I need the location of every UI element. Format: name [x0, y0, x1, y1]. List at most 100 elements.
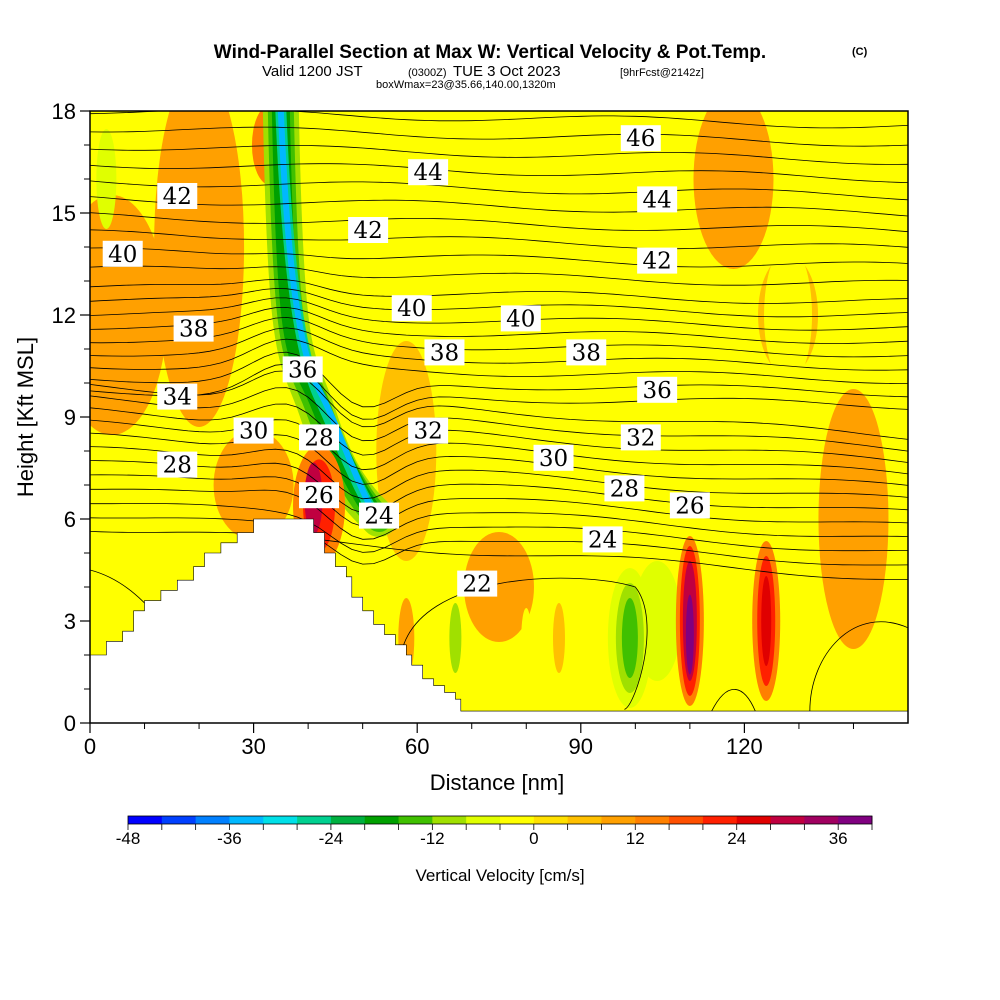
colorbar-swatch [838, 816, 873, 824]
contour-label-box [637, 376, 678, 403]
contour-label-text: 40 [397, 296, 426, 322]
contour-label: 40 [391, 295, 432, 322]
y-tick-label: 15 [52, 201, 76, 226]
isentrope-line [90, 338, 908, 385]
isentrope-line [90, 474, 908, 527]
isentrope-line [90, 247, 908, 268]
contour-label: 24 [359, 502, 400, 530]
contour-label: 30 [233, 417, 274, 445]
contour-label-text: 26 [675, 493, 704, 519]
isentrope-line [90, 517, 908, 566]
contour-label-box [424, 339, 465, 366]
contour-label-box [533, 444, 574, 471]
colorbar-swatch [229, 816, 264, 824]
contour-label-text: 36 [643, 378, 672, 404]
contour-label-text: 24 [588, 527, 617, 553]
contour-label-text: 30 [539, 446, 568, 472]
chart-title: Wind-Parallel Section at Max W: Vertical… [214, 42, 766, 63]
contour-label-text: 42 [163, 184, 192, 210]
cool-patch [96, 129, 117, 229]
colorbar-tick-label: -48 [116, 829, 141, 848]
y-tick-label: 3 [64, 609, 76, 634]
contour-label: 38 [566, 339, 607, 366]
contour-label: 22 [457, 570, 498, 598]
contour-label-box [457, 570, 498, 597]
cool-patch [894, 337, 908, 497]
colorbar-swatch [432, 816, 467, 824]
contour-label: 28 [604, 475, 645, 502]
isentrope-line [90, 278, 908, 304]
contour-label-box [299, 424, 340, 451]
isentrope-line [90, 363, 908, 420]
isentrope-line [90, 265, 908, 286]
contour-label-box [408, 417, 449, 444]
x-tick-label: 30 [241, 734, 265, 759]
contour-label-text: 32 [413, 419, 442, 445]
y-tick-label: 9 [64, 405, 76, 430]
column-core [761, 576, 772, 666]
colorbar-tick-label: 36 [829, 829, 848, 848]
column-core [552, 603, 565, 673]
contour-label: 42 [157, 183, 198, 210]
warm-band [464, 532, 534, 642]
y-tick-label: 6 [64, 507, 76, 532]
colorbar-swatch [635, 816, 670, 824]
colorbar-swatch [364, 816, 400, 824]
contour-label-text: 22 [463, 572, 492, 598]
contour-label-box [604, 475, 645, 502]
x-tick-label: 120 [726, 734, 763, 759]
contour-label-box [233, 417, 274, 444]
contour-label-text: 28 [304, 425, 333, 451]
colorbar-swatch [736, 816, 772, 824]
contour-label-text: 34 [163, 385, 192, 411]
contour-label: 32 [408, 417, 449, 445]
isentrope-line [90, 403, 908, 463]
contour-label-box [620, 424, 661, 451]
contour-label-box [637, 247, 678, 274]
contour-label-text: 42 [643, 249, 672, 275]
contour-label-box [500, 305, 541, 332]
contour-label-text: 32 [626, 425, 655, 451]
isentrope-line [90, 126, 908, 147]
cool-patch [92, 489, 121, 549]
updraft-patch [213, 430, 294, 540]
isentrope-line [90, 351, 908, 408]
colorbar-swatch [128, 816, 163, 824]
isentrope-line [90, 212, 908, 233]
contour-label: 42 [637, 247, 678, 275]
contour-label-box [408, 159, 449, 186]
contour-label: 36 [637, 376, 678, 404]
colorbar-swatch [398, 816, 433, 824]
valid-date: TUE 3 Oct 2023 [453, 63, 561, 80]
contour-label-text: 28 [610, 476, 639, 502]
updraft-patch [208, 213, 233, 281]
contour-label-text: 44 [643, 187, 672, 213]
contour-label: 44 [408, 159, 449, 186]
contour-label-text: 24 [364, 504, 393, 530]
cool-patch [764, 245, 813, 385]
colorbar-tick-label: 0 [529, 829, 538, 848]
contour-label: 30 [533, 444, 574, 472]
contour-label-text: 30 [239, 419, 268, 445]
isentrope-line [90, 419, 908, 475]
colorbar-tick-label: 12 [626, 829, 645, 848]
isentrope-line [90, 432, 908, 486]
contour-label-text: 38 [430, 340, 459, 366]
isentrope-line [90, 196, 908, 217]
colorbar-tick-label: -24 [319, 829, 344, 848]
contour-label-text: 40 [108, 242, 137, 268]
contour-label-box [157, 183, 198, 209]
contour-label-text: 44 [413, 160, 442, 186]
utc-time: (0300Z) [408, 67, 447, 79]
contour-label: 26 [299, 482, 340, 509]
colorbar-swatch [161, 816, 197, 824]
isentrope-line [90, 111, 908, 129]
contour-label: 24 [582, 526, 623, 553]
isentrope-line [90, 180, 908, 201]
contour-label-text: 28 [163, 453, 192, 479]
colorbar-swatch [601, 816, 636, 824]
column-core [449, 603, 462, 673]
contour-label-text: 46 [626, 126, 655, 152]
contour-label: 46 [620, 125, 661, 152]
